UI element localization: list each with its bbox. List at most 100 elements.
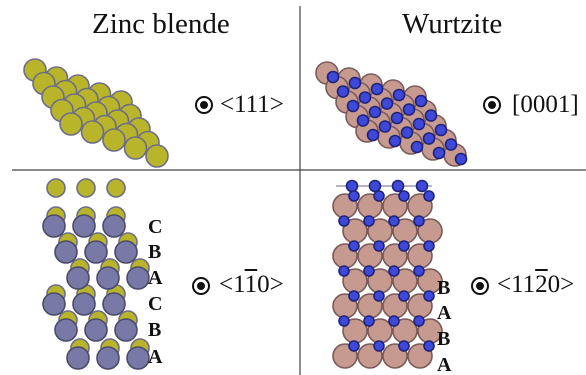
direction-text: 0>	[257, 271, 284, 298]
wz-stacking-letter: B	[437, 328, 451, 350]
wz-side-small-atom	[348, 290, 360, 302]
wz-side-small-atom	[423, 190, 435, 202]
zb-side-anion	[66, 346, 90, 370]
wz-side-small-atom	[348, 190, 360, 202]
zb-side-cation	[46, 178, 66, 198]
wz-side-small-atom	[423, 240, 435, 252]
wz-top-small-atom	[366, 128, 380, 142]
wz-top-small-atom	[444, 138, 458, 151]
zb-side-anion	[66, 266, 90, 290]
zb-stacking-letter: A	[148, 267, 163, 289]
wz-side-small-atom	[373, 290, 385, 302]
wz-top-small-atom	[326, 70, 340, 84]
zb-side-anion	[96, 346, 120, 370]
wz-side-small-atom	[388, 315, 400, 327]
zb-side-cation	[76, 178, 96, 198]
wz-side-small-atom	[338, 215, 350, 227]
zb-stacking-letter: A	[148, 346, 163, 368]
view-direction-marker-icon	[483, 96, 501, 114]
wz-top-small-atom	[378, 120, 392, 133]
zb-side-anion	[54, 240, 78, 264]
zb-side-anion	[114, 318, 138, 342]
wz-top-small-atom	[388, 134, 402, 148]
zb-side-anion	[42, 214, 66, 238]
wz-side-small-atom	[363, 315, 375, 327]
wz-top-small-atom	[432, 146, 446, 160]
zb-stacking-letter: B	[148, 241, 162, 263]
wz-side-small-atom	[348, 240, 360, 252]
direction-text: <11	[497, 271, 536, 298]
wz-side-small-atom	[338, 265, 350, 277]
wz-side-small-atom	[348, 340, 360, 352]
wz-top-small-atom	[370, 82, 384, 96]
zb-stacking-letter: C	[148, 293, 163, 315]
direction-text: [0001]	[512, 91, 579, 118]
wz-top-small-atom	[348, 76, 362, 90]
wurtzite-title: Wurtzite	[402, 8, 503, 40]
wz-top-small-atom	[400, 126, 414, 139]
view-direction-marker-icon	[471, 277, 489, 295]
wz-top-small-atom	[380, 97, 394, 110]
wz-side-surface-atom	[415, 179, 429, 193]
direction-text: <1	[219, 271, 245, 298]
wz-top-small-atom	[414, 94, 428, 108]
wurtzite-0001-view	[315, 61, 468, 167]
wz-top-small-atom	[402, 103, 416, 116]
wz-top-small-atom	[392, 88, 406, 102]
wz-side-small-atom	[373, 190, 385, 202]
wz-side-small-atom	[363, 215, 375, 227]
wz-side-small-atom	[398, 240, 410, 252]
wz-side-small-atom	[398, 290, 410, 302]
zb-top-atom	[59, 112, 83, 136]
zb-side-cation	[106, 178, 126, 198]
direction-overbar-digit: 1	[244, 271, 258, 298]
zb-top-atom	[102, 128, 126, 152]
wz-stacking-letter: A	[437, 354, 452, 375]
wz-top-small-atom	[422, 132, 436, 145]
wz-side-small-atom	[398, 190, 410, 202]
zinc-blende-111-view	[23, 58, 169, 168]
zb-top-atom	[145, 144, 169, 168]
wz-side-small-atom	[363, 265, 375, 277]
wz-side-surface-atom	[368, 179, 382, 193]
wz-top-small-atom	[434, 123, 448, 137]
wz-side-surface-atom	[391, 179, 405, 193]
wz-top-small-atom	[336, 85, 350, 98]
wz-top-small-atom	[454, 152, 468, 166]
wz-side-small-atom	[413, 315, 425, 327]
zb-top-atom	[123, 136, 148, 160]
view-direction-marker-icon	[195, 96, 213, 114]
wz-side-small-atom	[373, 240, 385, 252]
wz-top-small-atom	[356, 114, 370, 127]
wz-top-small-atom	[368, 105, 382, 119]
wz-side-small-atom	[423, 340, 435, 352]
zb-top-atom	[80, 120, 105, 144]
wurtzite-bottom-direction: <1120>	[497, 272, 574, 297]
zb-stacking-letter: C	[148, 216, 163, 238]
zb-stacking-letter: B	[148, 319, 162, 341]
wz-stacking-letter: A	[437, 302, 452, 324]
wz-side-small-atom	[423, 290, 435, 302]
zb-side-anion	[114, 240, 138, 264]
wz-top-small-atom	[410, 140, 424, 154]
wz-side-small-atom	[373, 340, 385, 352]
wurtzite-1120-view	[332, 179, 443, 369]
zb-side-anion	[102, 292, 126, 316]
wz-top-small-atom	[358, 91, 372, 104]
zb-side-anion	[72, 214, 96, 238]
zb-side-anion	[96, 266, 120, 290]
wz-top-small-atom	[424, 109, 438, 122]
zb-side-anion	[42, 292, 66, 316]
zb-side-anion	[84, 318, 108, 342]
direction-text: 11>	[245, 91, 284, 118]
wz-side-small-atom	[388, 265, 400, 277]
zb-side-anion	[84, 240, 108, 264]
direction-overbar-digit: 2	[535, 271, 548, 298]
wz-top-small-atom	[412, 117, 426, 131]
wz-side-small-atom	[338, 315, 350, 327]
wz-side-small-atom	[388, 215, 400, 227]
zb-side-anion	[126, 346, 150, 370]
direction-text: <1	[220, 91, 246, 118]
